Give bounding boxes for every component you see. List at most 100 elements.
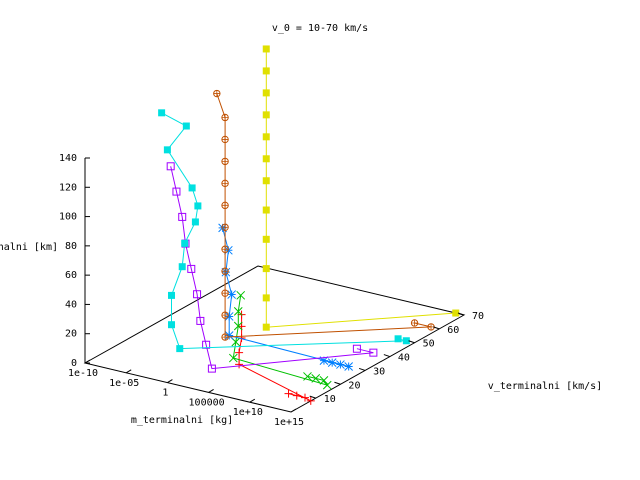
data-point	[221, 179, 229, 188]
data-point	[222, 114, 229, 121]
data-point	[188, 184, 196, 192]
x-tick-label: 1e-10	[68, 368, 98, 379]
series-line	[161, 112, 407, 350]
y-tick-label: 70	[472, 311, 484, 322]
data-point	[222, 312, 229, 319]
series-line	[222, 227, 349, 367]
y-tick-label: 50	[423, 339, 435, 350]
data-point	[233, 321, 243, 331]
data-point	[262, 206, 270, 214]
data-point	[213, 90, 220, 97]
y-tick-mark	[433, 326, 440, 330]
z-tick-label: 0	[71, 358, 77, 369]
data-point	[207, 364, 216, 373]
data-point	[178, 263, 186, 271]
x-tick-label: 1	[162, 388, 168, 399]
x-tick-label: 1e+15	[274, 417, 304, 428]
data-point	[158, 109, 166, 117]
data-point	[262, 45, 270, 53]
series-line	[216, 93, 432, 338]
y-tick-mark	[408, 340, 415, 344]
data-point	[336, 360, 345, 369]
data-point	[235, 360, 244, 369]
data-point	[218, 223, 227, 233]
y-tick-mark	[457, 312, 465, 316]
y-tick-label: 60	[447, 325, 459, 336]
data-point	[369, 348, 378, 357]
series-6	[213, 89, 435, 341]
data-point	[301, 393, 310, 402]
data-point	[222, 158, 229, 165]
chart-title: v_0 = 10-70 km/s	[272, 23, 368, 34]
y-axis-label: v_terminalni [km/s]	[488, 381, 602, 392]
data-point	[191, 218, 199, 226]
y-tick-label: 30	[373, 366, 385, 377]
data-point	[235, 348, 244, 357]
data-point	[410, 319, 419, 327]
data-point	[303, 372, 312, 381]
x-tick-label: 1e+10	[233, 407, 263, 418]
y-tick-mark	[358, 367, 366, 371]
x-tick-label: 1e-05	[109, 378, 139, 389]
y-tick-label: 40	[398, 353, 410, 364]
z-tick-label: 140	[59, 153, 77, 164]
y-tick-mark	[334, 381, 341, 385]
data-point	[202, 340, 211, 349]
data-point	[262, 111, 270, 119]
data-point	[311, 374, 321, 383]
data-point	[411, 319, 418, 326]
data-point	[221, 113, 229, 122]
data-point	[222, 224, 229, 231]
data-point	[227, 290, 237, 299]
data-point	[221, 245, 229, 253]
data-point	[262, 89, 270, 97]
data-point	[168, 321, 176, 329]
x-tick-mark	[208, 388, 214, 393]
y-tick-label: 10	[324, 394, 336, 405]
data-point	[176, 345, 184, 353]
data-point	[181, 239, 189, 247]
x-tick-mark	[125, 369, 132, 374]
data-point	[163, 146, 171, 154]
z-tick-label: 80	[65, 241, 77, 252]
data-point	[402, 337, 410, 345]
data-point	[178, 212, 187, 221]
data-point	[236, 290, 246, 300]
data-point	[224, 312, 234, 321]
data-point	[221, 157, 229, 166]
data-point	[306, 396, 315, 405]
data-point	[319, 376, 329, 385]
data-point	[221, 267, 231, 277]
data-point	[196, 316, 205, 325]
series-line	[170, 166, 374, 370]
data-point	[221, 267, 229, 275]
data-point	[262, 67, 270, 75]
data-point	[187, 264, 196, 273]
x-tick-mark	[167, 379, 173, 384]
data-point	[166, 162, 175, 171]
data-point	[319, 356, 329, 365]
series-1	[235, 310, 315, 405]
data-point	[262, 177, 270, 185]
data-point	[213, 89, 221, 98]
data-point	[262, 323, 270, 331]
y-tick-label: 20	[348, 380, 360, 391]
ticks-layer: 0 20 40 60 80 100 120 140 1e-10 1e-05 1 100000 1e+10…	[59, 153, 484, 428]
data-point	[262, 294, 270, 302]
data-point	[222, 290, 229, 297]
data-point	[172, 187, 181, 196]
z-tick-label: 20	[65, 329, 77, 340]
axis-box	[83, 158, 466, 413]
data-point	[194, 202, 202, 210]
data-point	[221, 289, 229, 297]
data-point	[168, 291, 176, 299]
x-tick-label: 100000	[189, 397, 225, 408]
data-point	[222, 334, 229, 341]
data-point	[428, 323, 435, 330]
x-tick-mark	[84, 359, 91, 364]
data-point	[221, 333, 229, 341]
z-tick-label: 40	[65, 299, 77, 310]
data-point	[327, 358, 337, 367]
z-tick-label: 100	[59, 212, 77, 223]
y-tick-mark	[383, 354, 391, 358]
